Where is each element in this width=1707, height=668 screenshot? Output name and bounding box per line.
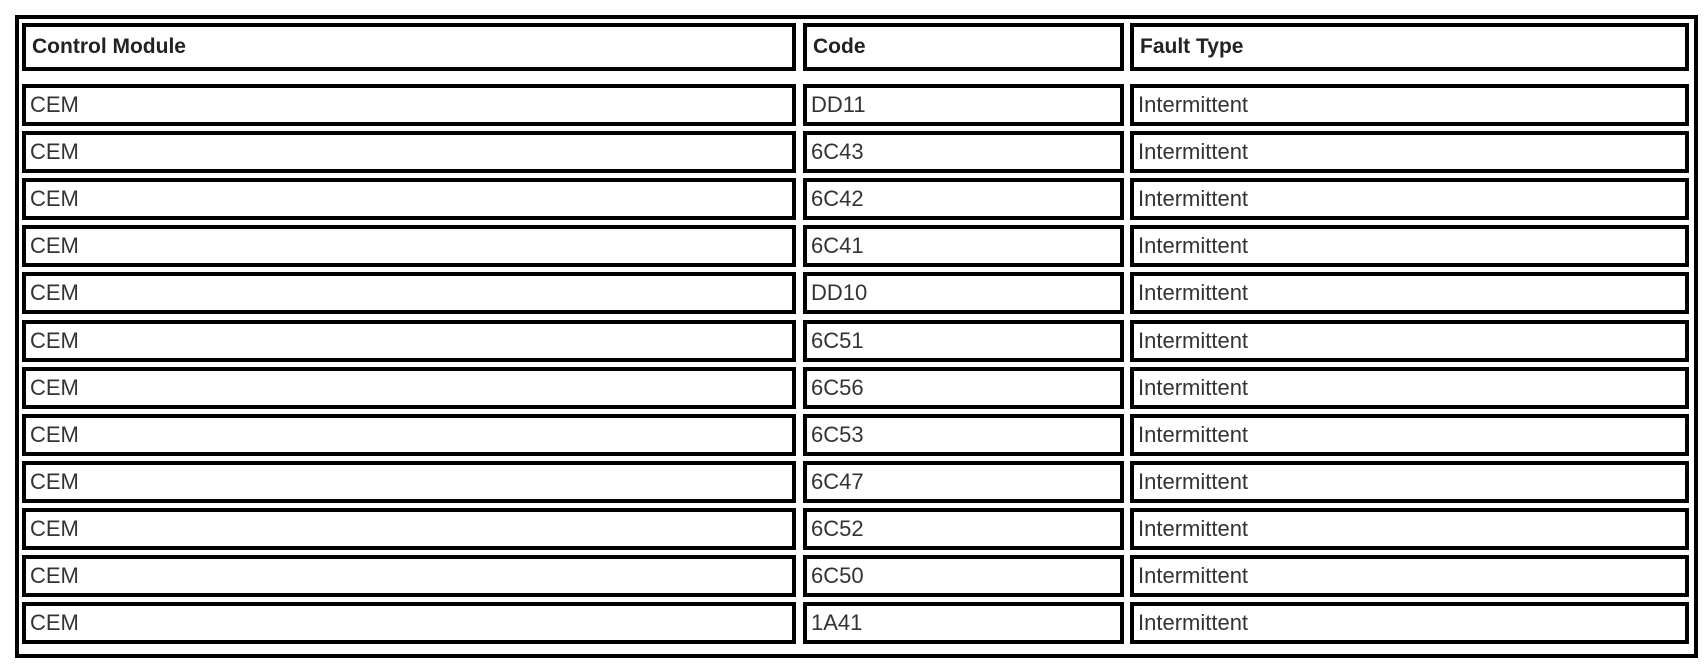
cell-control-module: CEM — [22, 414, 796, 456]
cell-control-module: CEM — [22, 178, 796, 220]
cell-fault-type: Intermittent — [1130, 84, 1689, 126]
cell-control-module: CEM — [22, 461, 796, 503]
cell-fault-type: Intermittent — [1130, 272, 1689, 314]
cell-code: 6C50 — [803, 555, 1124, 597]
header-control-module: Control Module — [22, 23, 796, 71]
cell-fault-type: Intermittent — [1130, 131, 1689, 173]
cell-code: 6C53 — [803, 414, 1124, 456]
cell-control-module: CEM — [22, 602, 796, 644]
cell-code: 6C42 — [803, 178, 1124, 220]
cell-fault-type: Intermittent — [1130, 225, 1689, 267]
cell-code: 6C41 — [803, 225, 1124, 267]
cell-code: 6C43 — [803, 131, 1124, 173]
cell-code: 1A41 — [803, 602, 1124, 644]
cell-code: 6C47 — [803, 461, 1124, 503]
cell-fault-type: Intermittent — [1130, 320, 1689, 362]
cell-control-module: CEM — [22, 272, 796, 314]
cell-fault-type: Intermittent — [1130, 508, 1689, 550]
header-code: Code — [803, 23, 1124, 71]
cell-control-module: CEM — [22, 508, 796, 550]
cell-code: 6C52 — [803, 508, 1124, 550]
cell-control-module: CEM — [22, 131, 796, 173]
cell-fault-type: Intermittent — [1130, 414, 1689, 456]
cell-control-module: CEM — [22, 320, 796, 362]
cell-control-module: CEM — [22, 555, 796, 597]
header-fault-type: Fault Type — [1130, 23, 1689, 71]
cell-fault-type: Intermittent — [1130, 367, 1689, 409]
cell-control-module: CEM — [22, 367, 796, 409]
cell-fault-type: Intermittent — [1130, 555, 1689, 597]
cell-code: DD10 — [803, 272, 1124, 314]
cell-control-module: CEM — [22, 84, 796, 126]
cell-control-module: CEM — [22, 225, 796, 267]
cell-fault-type: Intermittent — [1130, 602, 1689, 644]
cell-fault-type: Intermittent — [1130, 461, 1689, 503]
cell-fault-type: Intermittent — [1130, 178, 1689, 220]
cell-code: 6C56 — [803, 367, 1124, 409]
cell-code: 6C51 — [803, 320, 1124, 362]
fault-code-table — [15, 15, 1698, 658]
cell-code: DD11 — [803, 84, 1124, 126]
